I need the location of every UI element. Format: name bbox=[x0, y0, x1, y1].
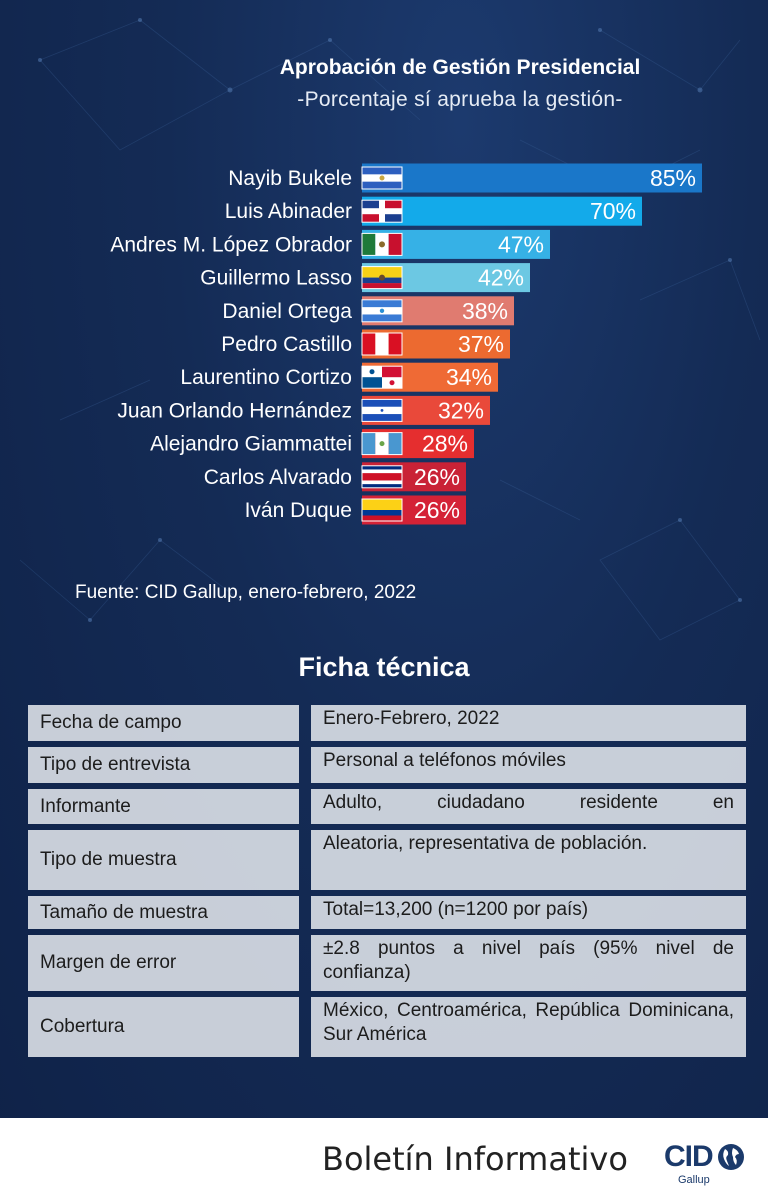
flag-mexico-icon bbox=[361, 232, 403, 256]
ficha-label: Tipo de entrevista bbox=[28, 747, 299, 783]
ficha-row: Margen de error ±2.8 puntos a nivel país… bbox=[28, 935, 748, 991]
bar bbox=[362, 196, 642, 226]
ficha-label: Margen de error bbox=[28, 935, 299, 991]
ficha-value: ±2.8 puntos a nivel país (95% nivel de c… bbox=[311, 935, 746, 991]
approval-bar-chart: Nayib Bukele 85% Luis Abinader 70% Andres M.… bbox=[110, 163, 702, 525]
category-label: Pedro Castillo bbox=[221, 333, 352, 356]
value-label: 42% bbox=[478, 265, 524, 291]
ficha-label: Informante bbox=[28, 789, 299, 824]
ficha-value: Adulto, ciudadano residente en bbox=[311, 789, 746, 824]
ficha-row: Tipo de muestra Aleatoria, representativ… bbox=[28, 830, 748, 890]
ficha-row: Fecha de campo Enero-Febrero, 2022 bbox=[28, 705, 748, 741]
category-label: Laurentino Cortizo bbox=[180, 366, 352, 389]
ficha-row: Tipo de entrevista Personal a teléfonos … bbox=[28, 747, 748, 783]
value-label: 26% bbox=[414, 497, 460, 523]
category-label: Alejandro Giammattei bbox=[150, 433, 352, 456]
network-background bbox=[19, 18, 761, 641]
flag-colombia-icon bbox=[361, 498, 403, 522]
flag-honduras-icon bbox=[361, 398, 403, 422]
value-label: 26% bbox=[414, 464, 460, 490]
ficha-value: Personal a teléfonos móviles bbox=[311, 747, 746, 783]
ficha-label: Fecha de campo bbox=[28, 705, 299, 741]
value-label: 70% bbox=[590, 198, 636, 224]
value-label: 28% bbox=[422, 431, 468, 457]
ficha-table: Fecha de campo Enero-Febrero, 2022 Tipo … bbox=[28, 705, 748, 1063]
flag-guatemala-icon bbox=[361, 432, 403, 456]
ficha-value-text: México, Centroamérica, República Dominic… bbox=[323, 1000, 734, 1045]
flag-costa-rica-icon bbox=[361, 465, 403, 489]
ficha-value: Aleatoria, representativa de población. bbox=[311, 830, 746, 890]
logo-sub: Gallup bbox=[678, 1174, 710, 1186]
footer-title: Boletín Informativo bbox=[322, 1140, 628, 1178]
category-label: Andres M. López Obrador bbox=[110, 233, 352, 256]
ficha-value: Total=13,200 (n=1200 por país) bbox=[311, 896, 746, 929]
ficha-value: Enero-Febrero, 2022 bbox=[311, 705, 746, 741]
ficha-value-text: Personal a teléfonos móviles bbox=[323, 750, 566, 771]
flag-peru-icon bbox=[361, 332, 403, 356]
value-label: 47% bbox=[498, 231, 544, 257]
footer-banner: Boletín Informativo CID Gallup bbox=[0, 1118, 768, 1200]
ficha-label: Tipo de muestra bbox=[28, 830, 299, 890]
flag-dominican-republic-icon bbox=[361, 199, 403, 223]
category-label: Juan Orlando Hernández bbox=[117, 399, 352, 422]
logo-word: CID bbox=[664, 1140, 714, 1173]
value-label: 32% bbox=[438, 397, 484, 423]
category-label: Nayib Bukele bbox=[228, 167, 352, 190]
value-label: 85% bbox=[650, 165, 696, 191]
ficha-row: Cobertura México, Centroamérica, Repúbli… bbox=[28, 997, 748, 1057]
cid-gallup-logo: CID Gallup bbox=[664, 1140, 754, 1196]
flag-ecuador-icon bbox=[361, 266, 403, 290]
ficha-title: Ficha técnica bbox=[298, 652, 470, 682]
ficha-row: Informante Adulto, ciudadano residente e… bbox=[28, 789, 748, 824]
ficha-row: Tamaño de muestra Total=13,200 (n=1200 p… bbox=[28, 896, 748, 929]
ficha-value-text: Total=13,200 (n=1200 por país) bbox=[323, 899, 589, 920]
globe-icon bbox=[718, 1144, 744, 1170]
ficha-label: Cobertura bbox=[28, 997, 299, 1057]
category-label: Daniel Ortega bbox=[222, 300, 352, 323]
ficha-value-text: Enero-Febrero, 2022 bbox=[323, 708, 500, 729]
source-note: Fuente: CID Gallup, enero-febrero, 2022 bbox=[75, 582, 417, 603]
value-label: 38% bbox=[462, 298, 508, 324]
ficha-value-text: ±2.8 puntos a nivel país (95% nivel de c… bbox=[323, 938, 734, 983]
category-label: Luis Abinader bbox=[225, 200, 352, 223]
chart-title: Aprobación de Gestión Presidencial bbox=[279, 56, 641, 79]
flag-panama-icon bbox=[361, 365, 403, 389]
value-label: 37% bbox=[458, 331, 504, 357]
ficha-value: México, Centroamérica, República Dominic… bbox=[311, 997, 746, 1057]
category-label: Guillermo Lasso bbox=[200, 267, 352, 290]
flag-el-salvador-icon bbox=[361, 166, 403, 190]
chart-subtitle: -Porcentaje sí aprueba la gestión- bbox=[297, 88, 623, 111]
value-label: 34% bbox=[446, 364, 492, 390]
ficha-label: Tamaño de muestra bbox=[28, 896, 299, 929]
bar bbox=[362, 163, 702, 193]
ficha-value-text: Adulto, ciudadano residente en bbox=[323, 792, 734, 813]
ficha-value-text: Aleatoria, representativa de población. bbox=[323, 833, 648, 854]
category-label: Carlos Alvarado bbox=[204, 466, 352, 489]
category-label: Iván Duque bbox=[245, 499, 352, 522]
flag-nicaragua-icon bbox=[361, 299, 403, 323]
